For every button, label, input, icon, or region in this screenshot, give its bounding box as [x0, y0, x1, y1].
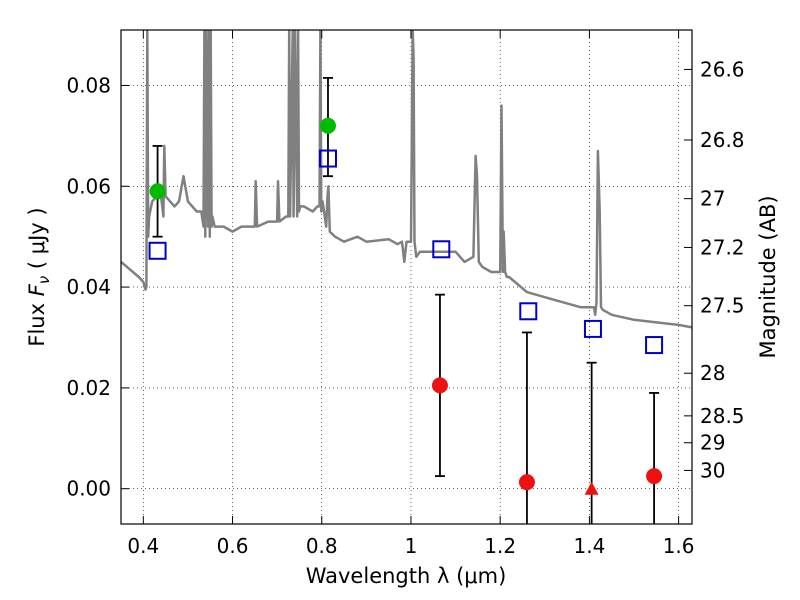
y2-axis-label: Magnitude (AB) — [756, 195, 780, 358]
model-point-square — [645, 336, 664, 355]
axis-ticks: 0.4 0.6 0.8 1 1.2 1.4 1.6 0.00 0.02 0.04 0.06 0.08 2… — [66, 30, 745, 558]
data-point-triangle — [584, 481, 599, 495]
model-point-square — [583, 319, 602, 338]
mag-tick-label: 30 — [700, 458, 725, 482]
x-tick-label: 0.4 — [127, 534, 159, 558]
y-tick-label: 0.04 — [66, 275, 111, 299]
y-tick-label: 0.00 — [66, 477, 111, 501]
y-tick-label: 0.08 — [66, 73, 111, 97]
x-tick-label: 0.8 — [306, 534, 338, 558]
x-tick-label: 1.4 — [573, 534, 605, 558]
data-point-circle — [149, 183, 166, 200]
x-tick-label: 1 — [405, 534, 418, 558]
mag-tick-label: 27.2 — [700, 235, 745, 259]
data-point-circle — [646, 468, 663, 485]
plot-area — [121, 30, 692, 524]
mag-tick-label: 26.6 — [700, 57, 745, 81]
x-tick-label: 1.6 — [663, 534, 695, 558]
model-point-square — [519, 302, 538, 321]
x-tick-label: 0.6 — [217, 534, 249, 558]
data-point-circle — [319, 117, 336, 134]
mag-tick-label: 26.8 — [700, 128, 745, 152]
mag-tick-label: 28.5 — [700, 404, 745, 428]
model-point-square — [148, 241, 167, 260]
mag-tick-label: 28 — [700, 361, 725, 385]
data-point-circle — [518, 474, 535, 491]
mag-tick-label: 27 — [700, 187, 725, 211]
x-tick-label: 1.2 — [484, 534, 516, 558]
y-axis-label: Flux Fν ( μJy ) — [25, 207, 53, 346]
mag-tick-label: 29 — [700, 431, 725, 455]
plot-frame — [120, 29, 693, 525]
x-axis-label: Wavelength λ (μm) — [306, 564, 507, 588]
y-tick-label: 0.06 — [66, 174, 111, 198]
y-tick-label: 0.02 — [66, 376, 111, 400]
data-point-circle — [431, 377, 448, 394]
model-point-square — [432, 240, 451, 259]
mag-tick-label: 27.5 — [700, 294, 745, 318]
spectrum-line — [121, 30, 692, 329]
model-point-square — [318, 149, 337, 168]
